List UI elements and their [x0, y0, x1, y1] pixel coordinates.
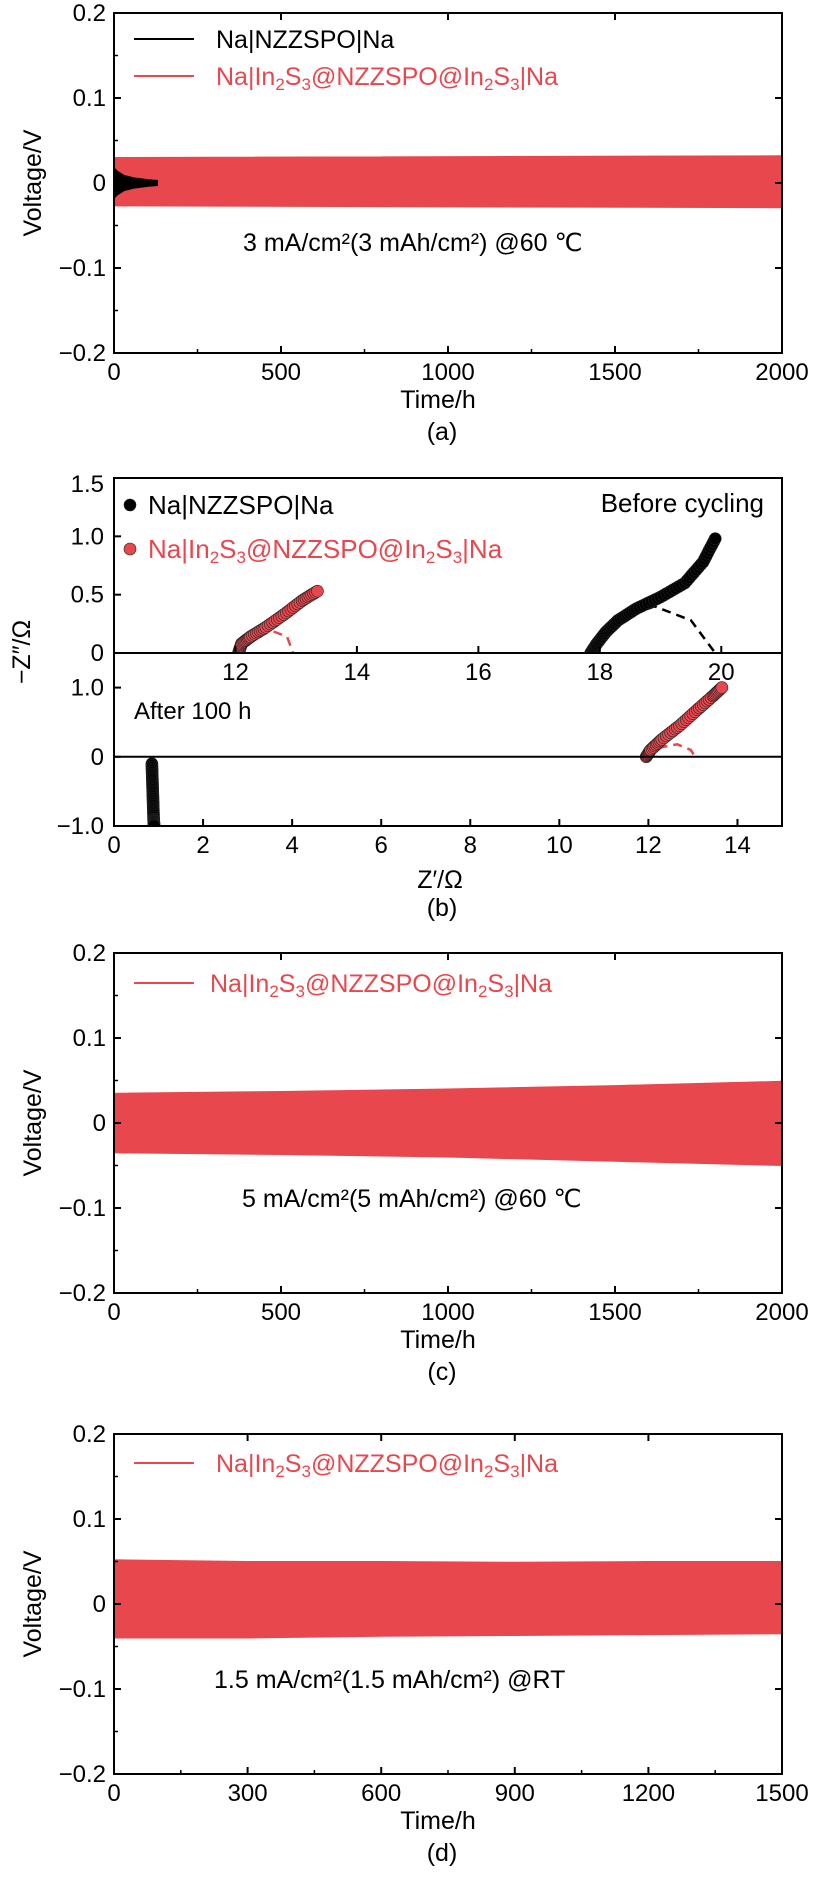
condition-annotation: 3 mA/cm²(3 mAh/cm²) @60 ℃ — [243, 229, 583, 257]
y-tick-label: −0.2 — [59, 1761, 106, 1788]
legend-marker — [123, 498, 137, 512]
data-point — [147, 819, 161, 826]
y-tick-label: −0.1 — [59, 255, 106, 282]
top-x-tick-label: 20 — [708, 659, 735, 686]
top-x-tick-label: 18 — [586, 659, 613, 686]
y-tick-label: −0.2 — [59, 1280, 106, 1307]
x-axis-title: Time/h — [400, 1326, 475, 1354]
y-tick-label: 0.1 — [73, 1025, 106, 1052]
x-tick-label: 1000 — [421, 1299, 474, 1326]
after-100h-label: After 100 h — [134, 698, 251, 725]
chart-panel-c: 0 500 1000 1500 2000 0.2 0.1 0 −0.1 −0.2 Time/h Vol… — [19, 940, 809, 1386]
condition-annotation: 5 mA/cm²(5 mAh/cm²) @60 ℃ — [242, 1185, 582, 1213]
x-tick-label: 1500 — [755, 1780, 808, 1807]
x-tick-label: 500 — [261, 1299, 301, 1326]
x-tick-label: 0 — [107, 1780, 120, 1807]
x-tick-label: 500 — [261, 359, 301, 386]
bottom-x-tick-label: 4 — [285, 832, 298, 859]
bottom-series-na-nzzspo-na — [145, 757, 161, 826]
x-tick-label: 900 — [495, 1780, 535, 1807]
y-axis-title: Voltage/V — [19, 129, 47, 236]
chart-panel-a: 0 500 1000 1500 2000 0.2 0.1 0 −0.1 −0.2 Time/h Vol… — [19, 0, 809, 446]
x-tick-label: 300 — [228, 1780, 268, 1807]
bottom-x-tick-label: 10 — [546, 832, 573, 859]
top-y-tick-label: 1.5 — [71, 471, 104, 498]
bottom-x-tick-label: 14 — [724, 832, 751, 859]
data-point — [311, 584, 324, 598]
bottom-x-tick-label: 12 — [635, 832, 662, 859]
y-axis-title: Voltage/V — [19, 1550, 47, 1657]
y-tick-label: 0 — [93, 1591, 106, 1618]
condition-annotation: 1.5 mA/cm²(1.5 mAh/cm²) @RT — [214, 1666, 565, 1694]
panel-label: (b) — [427, 894, 458, 922]
legend-label: Na|In2S3@NZZSPO@In2S3|Na — [216, 1450, 558, 1481]
x-tick-label: 2000 — [755, 1299, 808, 1326]
x-tick-label: 2000 — [755, 359, 808, 386]
series-na-in2s3-nzzspo-in2s3-na — [113, 1559, 783, 1639]
y-tick-label: 0 — [93, 1110, 106, 1137]
legend-label: Na|In2S3@NZZSPO@In2S3|Na — [210, 970, 552, 1001]
legend-marker — [123, 542, 137, 556]
x-tick-label: 1200 — [622, 1780, 675, 1807]
data-point — [715, 681, 729, 694]
y-tick-label: 0 — [93, 170, 106, 197]
bottom-x-tick-label: 2 — [196, 832, 209, 859]
top-x-tick-label: 16 — [465, 659, 492, 686]
chart-panel-b: 12 14 16 18 201.51.00.500 2 4 6 8 10 12 141.00−1.0B… — [8, 471, 783, 922]
top-series-na-nzzspo-na — [584, 532, 722, 653]
bottom-y-tick-label: 0 — [91, 744, 104, 771]
y-tick-label: 0.2 — [73, 1421, 106, 1448]
x-axis-title: Z′/Ω — [417, 866, 463, 894]
top-y-tick-label: 0.5 — [71, 582, 104, 609]
before-cycling-label: Before cycling — [601, 488, 764, 518]
data-point — [708, 532, 722, 545]
top-plot-area — [232, 532, 722, 653]
y-tick-label: −0.1 — [59, 1195, 106, 1222]
x-tick-label: 0 — [107, 1299, 120, 1326]
bottom-series-na-in2s3-nzzspo-in2s3-na — [639, 681, 729, 764]
y-tick-label: 0.2 — [73, 940, 106, 967]
series-na-in2s3-nzzspo-in2s3-na — [113, 1080, 783, 1167]
legend-label: Na|NZZSPO|Na — [148, 490, 334, 520]
series-na-in2s3-nzzspo-in2s3-na — [113, 155, 783, 209]
top-y-tick-label: 1.0 — [71, 523, 104, 550]
top-y-tick-label: 0 — [91, 640, 104, 667]
x-tick-label: 0 — [107, 359, 120, 386]
bottom-y-tick-label: 1.0 — [71, 675, 104, 702]
top-series-na-in2s3-nzzspo-in2s3-na — [232, 584, 324, 653]
y-tick-label: 0.1 — [73, 85, 106, 112]
fit-curve — [645, 743, 697, 758]
y-tick-label: 0.1 — [73, 1506, 106, 1533]
x-tick-label: 600 — [361, 1780, 401, 1807]
panel-label: (d) — [427, 1839, 458, 1867]
y-tick-label: 0.2 — [73, 0, 106, 27]
top-x-tick-label: 14 — [344, 659, 371, 686]
legend-label: Na|In2S3@NZZSPO@In2S3|Na — [216, 63, 558, 94]
bottom-plot-area — [145, 681, 729, 826]
top-x-tick-label: 12 — [222, 659, 249, 686]
x-tick-label: 1000 — [421, 359, 474, 386]
x-tick-label: 1500 — [588, 359, 641, 386]
chart-panel-d: 0 300 600 900 1200 1500 0.2 0.1 0 −0.1 −0.2 Time/h V… — [19, 1421, 809, 1867]
y-axis-title: Voltage/V — [19, 1069, 47, 1176]
x-axis-title: Time/h — [400, 386, 475, 414]
legend-label: Na|In2S3@NZZSPO@In2S3|Na — [148, 534, 503, 567]
y-tick-label: −0.1 — [59, 1676, 106, 1703]
panel-label: (c) — [427, 1358, 456, 1386]
series-na-nzzspo-na-oscillation — [113, 167, 158, 195]
legend-label: Na|NZZSPO|Na — [216, 26, 394, 54]
y-tick-label: −0.2 — [59, 340, 106, 367]
x-tick-label: 1500 — [588, 1299, 641, 1326]
bottom-x-tick-label: 6 — [375, 832, 388, 859]
bottom-x-tick-label: 0 — [107, 832, 120, 859]
y-axis-title: −Z″/Ω — [8, 620, 36, 684]
bottom-x-tick-label: 8 — [464, 832, 477, 859]
bottom-y-tick-label: −1.0 — [57, 813, 104, 840]
x-axis-title: Time/h — [400, 1807, 475, 1835]
panel-label: (a) — [427, 418, 458, 446]
